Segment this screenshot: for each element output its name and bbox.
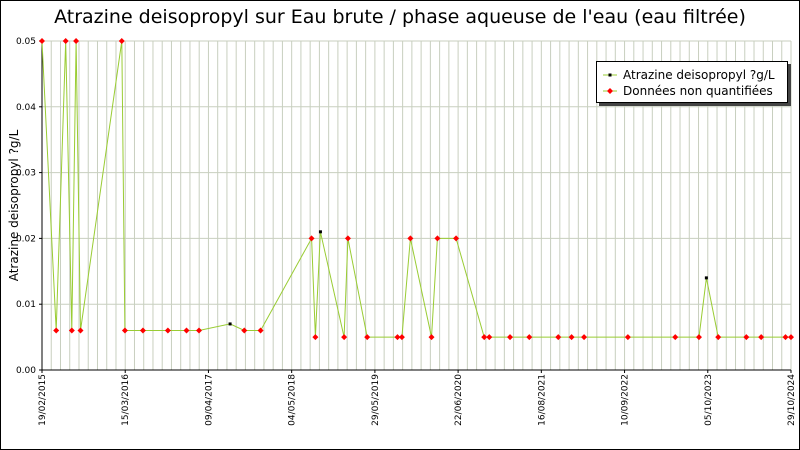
grid-layer	[41, 40, 792, 371]
chart-legend: Atrazine deisopropyl ?g/L Données non qu…	[596, 61, 788, 103]
data-point-non-quantified	[164, 327, 171, 334]
marker-layer	[39, 38, 794, 341]
data-point-non-quantified	[73, 38, 80, 44]
y-tick-label: 0.03	[16, 169, 36, 179]
data-point-non-quantified	[782, 334, 789, 341]
data-point-non-quantified	[62, 38, 69, 44]
data-point-non-quantified	[715, 334, 722, 341]
data-point-non-quantified	[77, 327, 84, 334]
chart-title: Atrazine deisopropyl sur Eau brute / pha…	[54, 6, 746, 28]
data-point-non-quantified	[308, 235, 315, 242]
label-layer: 0.00 0.01 0.02 0.03 0.04 0.05 19/02/2015 15/03/…	[7, 37, 797, 426]
x-tick-label: 09/04/2017	[204, 374, 214, 426]
data-point-non-quantified	[695, 334, 702, 341]
data-point-non-quantified	[758, 334, 765, 341]
axes-layer	[39, 40, 792, 373]
data-point-non-quantified	[39, 38, 45, 44]
data-point-non-quantified	[53, 327, 60, 334]
data-point-non-quantified	[118, 38, 125, 44]
data-point-non-quantified	[743, 334, 750, 341]
data-point-non-quantified	[68, 327, 75, 334]
data-point-non-quantified	[624, 334, 631, 341]
legend-marker-non-quantified	[603, 83, 617, 99]
legend-label-non-quantified: Données non quantifiées	[623, 84, 773, 98]
legend-item-quantified: Atrazine deisopropyl ?g/L	[603, 67, 775, 83]
data-point-non-quantified	[428, 334, 435, 341]
legend-label-quantified: Atrazine deisopropyl ?g/L	[623, 68, 775, 82]
data-point-non-quantified	[486, 334, 493, 341]
legend-marker-quantified	[603, 67, 617, 83]
x-tick-label: 15/03/2016	[121, 374, 131, 426]
data-point-quantified	[228, 322, 232, 326]
y-axis-label: Atrazine deisopropyl ?g/L	[7, 129, 21, 281]
data-point-non-quantified	[507, 334, 514, 341]
data-point-non-quantified	[344, 235, 351, 242]
data-point-non-quantified	[407, 235, 414, 242]
x-tick-label: 22/06/2020	[454, 374, 464, 426]
y-tick-label: 0.05	[16, 37, 36, 47]
data-point-non-quantified	[241, 327, 248, 334]
data-point-non-quantified	[526, 334, 533, 341]
x-tick-label: 29/10/2024	[787, 374, 797, 426]
data-point-non-quantified	[121, 327, 128, 334]
data-point-non-quantified	[364, 334, 371, 341]
data-point-non-quantified	[481, 334, 488, 341]
data-point-non-quantified	[453, 235, 460, 242]
data-point-non-quantified	[257, 327, 264, 334]
data-point-non-quantified	[398, 334, 405, 341]
data-point-non-quantified	[555, 334, 562, 341]
data-point-non-quantified	[568, 334, 575, 341]
data-point-non-quantified	[139, 327, 146, 334]
x-tick-label: 10/09/2022	[621, 374, 631, 426]
data-point-non-quantified	[434, 235, 441, 242]
data-point-non-quantified	[312, 334, 319, 341]
data-point-non-quantified	[183, 327, 190, 334]
data-point-non-quantified	[672, 334, 679, 341]
x-tick-label: 29/05/2019	[371, 374, 381, 426]
data-point-non-quantified	[581, 334, 588, 341]
y-tick-label: 0.04	[16, 103, 36, 113]
y-tick-label: 0.01	[16, 300, 36, 310]
data-point-quantified	[318, 230, 322, 234]
legend-item-non-quantified: Données non quantifiées	[603, 83, 773, 99]
y-tick-label: 0.02	[16, 234, 36, 244]
data-point-non-quantified	[394, 334, 401, 341]
data-point-non-quantified	[788, 334, 794, 341]
y-tick-label: 0.00	[16, 366, 36, 376]
x-tick-label: 19/02/2015	[38, 374, 48, 426]
x-tick-label: 04/05/2018	[288, 374, 298, 426]
data-point-non-quantified	[195, 327, 202, 334]
x-tick-label: 16/08/2021	[537, 374, 547, 426]
data-point-quantified	[704, 276, 708, 280]
data-point-non-quantified	[341, 334, 348, 341]
x-tick-label: 05/10/2023	[704, 374, 714, 426]
